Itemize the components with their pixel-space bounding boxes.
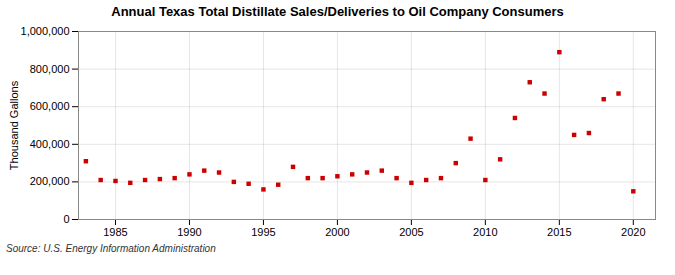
svg-text:2005: 2005: [399, 226, 423, 238]
svg-text:200,000: 200,000: [30, 175, 70, 187]
svg-text:Thousand Gallons: Thousand Gallons: [8, 80, 20, 170]
svg-text:1995: 1995: [251, 226, 275, 238]
svg-text:2020: 2020: [621, 226, 645, 238]
svg-text:600,000: 600,000: [30, 100, 70, 112]
svg-text:1990: 1990: [177, 226, 201, 238]
svg-text:400,000: 400,000: [30, 138, 70, 150]
svg-text:2000: 2000: [325, 226, 349, 238]
svg-text:2015: 2015: [547, 226, 571, 238]
svg-text:2010: 2010: [473, 226, 497, 238]
svg-text:1,000,000: 1,000,000: [21, 25, 70, 37]
svg-text:800,000: 800,000: [30, 63, 70, 75]
svg-text:1985: 1985: [103, 226, 127, 238]
html-text:Source: U.S. Energy Informatio: Source: U.S. Energy Information Administ…: [6, 243, 216, 254]
html-text:Annual Texas Total Distillate: Annual Texas Total Distillate Sales/Deli…: [111, 4, 564, 19]
svg-text:0: 0: [63, 213, 69, 225]
